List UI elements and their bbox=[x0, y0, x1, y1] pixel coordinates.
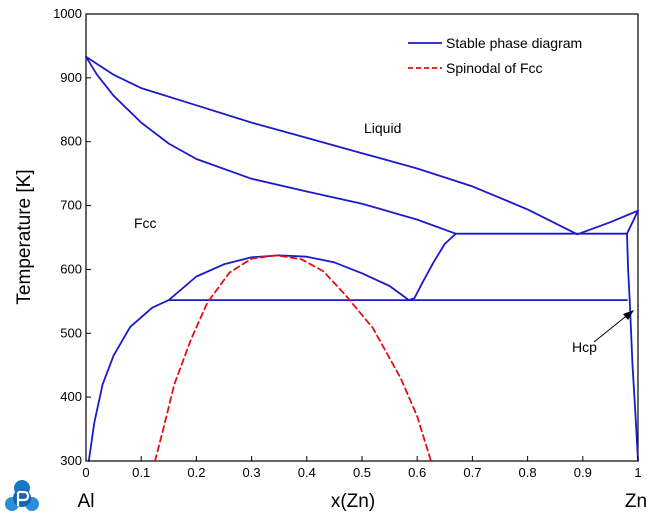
x-axis-label: x(Zn) bbox=[331, 491, 375, 512]
y-tick-label: 1000 bbox=[53, 6, 82, 21]
x-tick-label: 0.9 bbox=[574, 465, 592, 480]
stable-phase-boundary-line bbox=[407, 232, 457, 302]
liquid-region-label: Liquid bbox=[364, 120, 401, 136]
y-tick-label: 500 bbox=[60, 325, 82, 340]
stable-phase-boundary-line bbox=[85, 55, 579, 236]
spinodal-line bbox=[154, 254, 432, 462]
x-tick-label: 0.2 bbox=[187, 465, 205, 480]
plot-area-frame bbox=[85, 13, 639, 462]
stable-phase-boundary-line bbox=[576, 209, 639, 236]
legend-label-spinodal: Spinodal of Fcc bbox=[446, 60, 543, 76]
x-tick-label: 0.6 bbox=[408, 465, 426, 480]
right-endpoint-label: Zn bbox=[625, 491, 647, 512]
x-tick-label: 0.4 bbox=[298, 465, 316, 480]
x-tick-label: 0.1 bbox=[132, 465, 150, 480]
hcp-region-label: Hcp bbox=[572, 339, 597, 355]
y-tick-label: 600 bbox=[60, 261, 82, 276]
hcp-arrow bbox=[593, 310, 634, 343]
curves-layer bbox=[85, 55, 639, 462]
legend: Stable phase diagram Spinodal of Fcc bbox=[408, 35, 582, 76]
y-tick-label: 400 bbox=[60, 389, 82, 404]
x-tick-label: 0.7 bbox=[463, 465, 481, 480]
stable-phase-boundary-line bbox=[626, 232, 639, 462]
stable-phase-boundary-line bbox=[87, 254, 410, 462]
y-tick-label: 800 bbox=[60, 134, 82, 149]
fcc-region-label: Fcc bbox=[134, 215, 157, 231]
legend-label-stable: Stable phase diagram bbox=[446, 35, 582, 51]
stable-phase-boundary-line bbox=[85, 55, 457, 235]
logo-icon bbox=[5, 480, 39, 511]
x-tick-label: 0.3 bbox=[243, 465, 261, 480]
x-tick-label: 1 bbox=[634, 465, 641, 480]
y-axis-label: Temperature [K] bbox=[14, 169, 35, 304]
x-tick-label: 0 bbox=[82, 465, 89, 480]
y-axis-ticks: 300 400 500 600 700 800 900 1000 bbox=[53, 6, 91, 468]
x-axis-ticks: 0 0.1 0.2 0.3 0.4 0.5 0.6 0.7 0.8 0.9 1 bbox=[82, 456, 642, 480]
y-tick-label: 900 bbox=[60, 70, 82, 85]
x-tick-label: 0.8 bbox=[519, 465, 537, 480]
y-tick-label: 700 bbox=[60, 198, 82, 213]
y-tick-label: 300 bbox=[60, 453, 82, 468]
x-tick-label: 0.5 bbox=[353, 465, 371, 480]
left-endpoint-label: Al bbox=[78, 491, 95, 512]
